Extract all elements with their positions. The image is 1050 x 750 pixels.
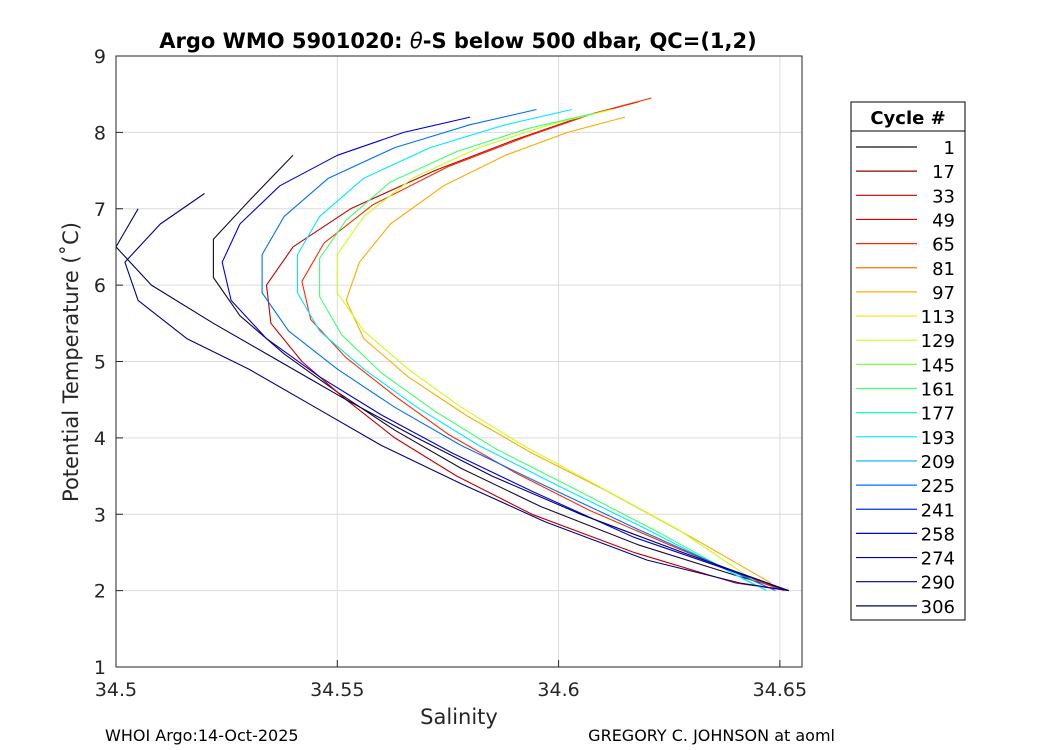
x-axis-label: Salinity [420, 705, 498, 729]
y-tick-label: 8 [94, 122, 106, 144]
legend-label-177: 177 [921, 404, 955, 425]
legend-label-113: 113 [921, 307, 955, 328]
legend-label-290: 290 [921, 573, 955, 594]
legend-label-145: 145 [921, 355, 955, 376]
y-tick-label: 6 [94, 275, 106, 297]
legend-title: Cycle # [870, 108, 945, 129]
legend-label-209: 209 [921, 452, 955, 473]
legend-label-81: 81 [932, 259, 955, 280]
legend-label-33: 33 [932, 186, 955, 207]
chart-title: Argo WMO 5901020: θ-S below 500 dbar, QC… [159, 29, 756, 53]
series-line-cycle-161 [319, 112, 758, 588]
series-line-cycle-193 [296, 108, 767, 592]
legend-entries: 1 17 33 49 65 81 97 113 129 145 161 177 193 209 225 241… [856, 138, 955, 618]
legend-label-1: 1 [944, 138, 955, 159]
y-tick-label: 1 [94, 657, 106, 679]
footer-right: GREGORY C. JOHNSON at aoml [588, 726, 835, 745]
series-line-cycle-97 [345, 116, 772, 584]
series-line-cycle-129 [336, 108, 759, 584]
footer-left: WHOI Argo:14-Oct-2025 [105, 726, 299, 745]
legend-label-258: 258 [921, 524, 955, 545]
series-line-cycle-225 [261, 108, 776, 592]
y-axis-label: Potential Temperature (˚C) [59, 222, 83, 502]
x-tick-label: 34.55 [310, 679, 364, 701]
legend-label-17: 17 [932, 162, 955, 183]
grid [115, 55, 802, 668]
legend-label-274: 274 [921, 549, 955, 570]
legend-label-97: 97 [932, 283, 955, 304]
legend-label-49: 49 [932, 210, 955, 231]
x-tick-label: 34.6 [537, 679, 579, 701]
y-tick-label: 9 [94, 46, 106, 68]
legend-label-161: 161 [921, 380, 955, 401]
series-line-cycle-258 [221, 116, 789, 592]
series-group [115, 97, 789, 592]
legend-label-65: 65 [932, 235, 955, 256]
legend-label-225: 225 [921, 476, 955, 497]
legend: Cycle # 1 17 33 49 65 81 97 113 129 145 161 177 193 2… [850, 101, 966, 621]
series-line-cycle-290 [124, 193, 789, 592]
y-tick-label: 4 [94, 428, 106, 450]
x-tick-label: 34.5 [95, 679, 137, 701]
x-tick-label: 34.65 [753, 679, 807, 701]
y-tick-label: 5 [94, 352, 106, 374]
legend-label-129: 129 [921, 331, 955, 352]
legend-label-241: 241 [921, 500, 955, 521]
series-line-cycle-33 [265, 101, 789, 592]
series-line-cycle-306 [115, 208, 789, 592]
y-tick-label: 7 [94, 199, 106, 221]
y-tick-label: 2 [94, 581, 106, 603]
legend-label-306: 306 [921, 597, 955, 618]
x-ticks: 34.5 34.55 34.6 34.65 [95, 660, 807, 701]
y-ticks: 1 2 3 4 5 6 7 8 9 [94, 46, 123, 679]
y-tick-label: 3 [94, 504, 106, 526]
legend-label-193: 193 [921, 428, 955, 449]
